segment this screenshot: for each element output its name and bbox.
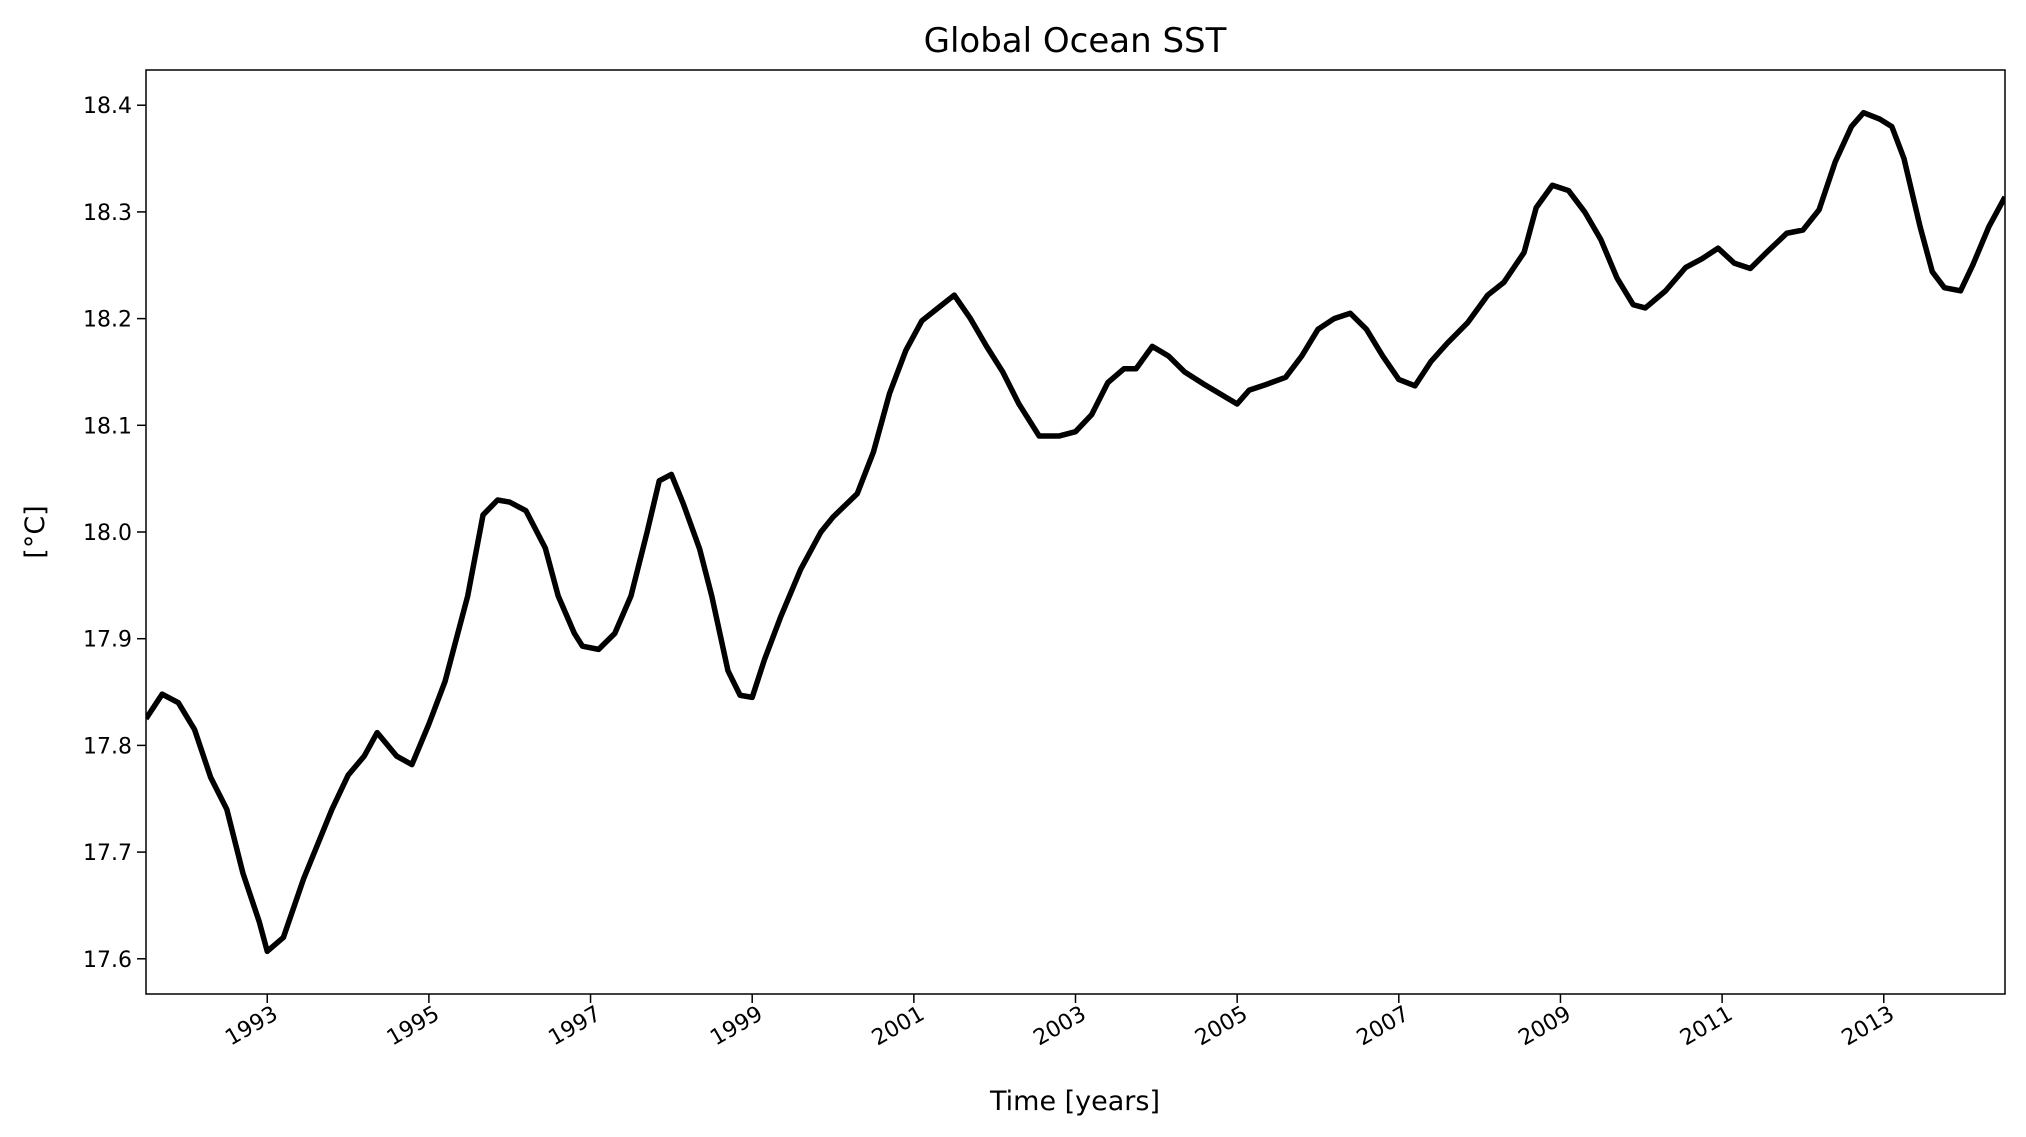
line (146, 109, 2005, 955)
x-tick-label: 2005 (1191, 1002, 1252, 1052)
chart-title: Global Ocean SST (924, 21, 1227, 61)
plot-frame (145, 69, 2006, 995)
y-tick-label: 18.4 (83, 94, 132, 119)
y-tick-label: 17.7 (83, 841, 132, 866)
x-tick-label: 2007 (1353, 1002, 1414, 1052)
y-tick-label: 18.2 (83, 308, 132, 333)
y-tick-label: 18.1 (83, 414, 132, 439)
x-tick-label: 1993 (221, 1002, 282, 1052)
x-tick-label: 2013 (1838, 1002, 1899, 1052)
x-tick-label: 1997 (545, 1002, 606, 1052)
x-tick-label: 2003 (1030, 1002, 1091, 1052)
y-tick-label: 17.8 (83, 734, 132, 759)
x-tick-label: 2009 (1514, 1002, 1575, 1052)
y-tick-label: 18.3 (83, 201, 132, 226)
x-tick-label: 1999 (706, 1002, 767, 1052)
y-tick-label: 17.9 (83, 628, 132, 653)
x-tick-label: 1995 (383, 1002, 444, 1052)
y-tick-label: 18.0 (83, 521, 132, 546)
x-axis-label: Time [years] (989, 1086, 1160, 1117)
y-tick-label: 17.6 (83, 948, 132, 973)
x-tick-label: 2011 (1676, 1002, 1737, 1052)
y-axis-label: [°C] (20, 505, 51, 558)
x-tick-label: 2001 (868, 1002, 929, 1052)
